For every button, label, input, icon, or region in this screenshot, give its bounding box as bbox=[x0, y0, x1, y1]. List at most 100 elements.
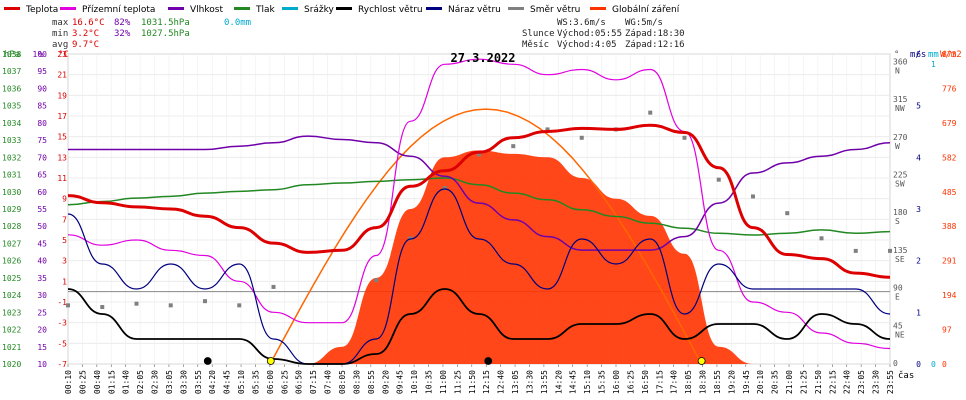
x-tick-label: 14:20 bbox=[554, 370, 563, 394]
axis-title-c: °C bbox=[58, 50, 69, 60]
tick-pct: 80 bbox=[37, 119, 47, 128]
tick-pct: 100 bbox=[33, 50, 48, 59]
tick-hpa: 1030 bbox=[2, 188, 21, 197]
x-tick-label: 23:05 bbox=[857, 370, 866, 394]
stat-max-temp: 16.6°C bbox=[72, 18, 105, 28]
legend-label: Náraz větru bbox=[448, 5, 501, 15]
tick-hpa: 1027 bbox=[2, 239, 21, 248]
point-wind-direction bbox=[408, 236, 413, 241]
tick-c: 3 bbox=[62, 257, 67, 266]
axis-title-deg: ° bbox=[894, 50, 899, 60]
tick-pct: 50 bbox=[37, 222, 47, 231]
tick-c: -1 bbox=[57, 298, 67, 307]
info-sun-label: Slunce bbox=[522, 29, 555, 39]
x-tick-label: 08:55 bbox=[367, 370, 376, 394]
tick-dir-name: W bbox=[895, 142, 900, 151]
x-tick-label: 15:35 bbox=[598, 370, 607, 394]
legend-label: Přízemní teplota bbox=[82, 5, 155, 15]
tick-hpa: 1024 bbox=[2, 291, 21, 300]
x-tick-label: 22:15 bbox=[828, 370, 837, 394]
tick-hpa: 1025 bbox=[2, 274, 21, 283]
tick-c: 5 bbox=[62, 236, 67, 245]
series-ground-temp bbox=[67, 58, 891, 350]
tick-hpa: 1020 bbox=[2, 360, 21, 369]
x-tick-label: 12:15 bbox=[482, 370, 491, 394]
tick-pct: 90 bbox=[37, 84, 47, 93]
series-radiation-max bbox=[269, 108, 703, 365]
x-tick-label: 06:00 bbox=[266, 370, 275, 394]
tick-c: 21 bbox=[57, 71, 67, 80]
x-tick-label: 16:25 bbox=[626, 370, 635, 394]
point-wind-direction bbox=[203, 299, 207, 304]
info-moon-label: Měsíc bbox=[522, 40, 549, 50]
x-tick-label: 08:30 bbox=[352, 370, 361, 394]
x-tick-label: 23:55 bbox=[886, 370, 895, 394]
tick-pct: 60 bbox=[37, 188, 47, 197]
stat-avg-temp: 9.7°C bbox=[72, 40, 99, 50]
x-tick-label: 13:55 bbox=[540, 370, 549, 394]
x-tick-label: 04:45 bbox=[223, 370, 232, 394]
x-tick-label: 11:00 bbox=[439, 370, 448, 394]
tick-dir-name: SE bbox=[895, 255, 905, 264]
legend-label: Globální záření bbox=[612, 5, 680, 15]
x-tick-label: 06:25 bbox=[280, 370, 289, 394]
stat-max-label: max bbox=[52, 18, 69, 28]
stat-avg-label: avg bbox=[52, 40, 68, 50]
tick-hpa: 1032 bbox=[2, 153, 21, 162]
tick-hpa: 1037 bbox=[2, 67, 21, 76]
x-tick-label: 06:50 bbox=[295, 370, 304, 394]
tick-hpa: 1031 bbox=[2, 171, 21, 180]
tick-dir-deg: 315 bbox=[893, 95, 908, 104]
x-tick-label: 05:10 bbox=[237, 370, 246, 394]
point-wind-direction bbox=[134, 301, 139, 306]
astro-info: WS:3.6m/s WG:5m/s Slunce Východ:05:55 Zá… bbox=[522, 18, 685, 50]
point-wind-direction bbox=[374, 278, 379, 283]
tick-ms: 0 bbox=[916, 360, 921, 369]
tick-c: -3 bbox=[57, 319, 67, 328]
x-tick-label: 13:05 bbox=[511, 370, 520, 394]
info-sun-rise: Východ:05:55 bbox=[557, 29, 622, 39]
x-tick-label: 09:45 bbox=[396, 370, 405, 394]
tick-hpa: 1023 bbox=[2, 308, 21, 317]
tick-dir-name: SW bbox=[895, 179, 905, 188]
info-ws: WS:3.6m/s bbox=[557, 18, 606, 28]
x-tick-label: 03:30 bbox=[179, 370, 188, 394]
tick-pct: 55 bbox=[37, 205, 47, 214]
tick-hpa: 1034 bbox=[2, 119, 21, 128]
legend-label: Srážky bbox=[304, 5, 335, 15]
stat-max-hum: 82% bbox=[114, 18, 131, 28]
tick-pct: 20 bbox=[37, 326, 47, 335]
x-tick-label: 00:25 bbox=[78, 370, 87, 394]
point-wind-direction bbox=[477, 152, 481, 157]
tick-wm: 873 bbox=[942, 50, 957, 59]
tick-c: 9 bbox=[62, 195, 67, 204]
tick-c: 11 bbox=[57, 174, 67, 183]
tick-dir-deg: 180 bbox=[893, 208, 908, 217]
x-tick-label: 16:50 bbox=[641, 370, 650, 394]
point-wind-direction bbox=[819, 236, 824, 241]
x-tick-label: 12:40 bbox=[497, 370, 506, 394]
series-global-radiation bbox=[68, 150, 890, 364]
tick-ms: 4 bbox=[916, 153, 921, 162]
x-tick-label: 21:25 bbox=[799, 370, 808, 394]
x-tick-label: 00:10 bbox=[64, 370, 73, 394]
tick-dir-deg: 90 bbox=[893, 284, 903, 293]
tick-c: 15 bbox=[57, 133, 67, 142]
axis-title-time: čas bbox=[898, 370, 914, 381]
info-wg: WG:5m/s bbox=[625, 18, 663, 28]
tick-hpa: 1021 bbox=[2, 343, 21, 352]
tick-dir-deg: 360 bbox=[893, 57, 908, 66]
tick-pct: 85 bbox=[37, 102, 47, 111]
legend-swatch bbox=[234, 7, 250, 10]
y-axes: 1038103710361035103410331032103110301029… bbox=[2, 50, 957, 369]
tick-ms: 3 bbox=[916, 205, 921, 214]
x-tick-label: 14:45 bbox=[569, 370, 578, 394]
info-moon-rise: Východ:4:05 bbox=[557, 40, 617, 50]
tick-c: -7 bbox=[57, 360, 67, 369]
x-tick-label: 21:50 bbox=[814, 370, 823, 394]
legend-swatch bbox=[426, 7, 442, 10]
point-wind-direction bbox=[716, 177, 721, 182]
tick-ms: 2 bbox=[916, 257, 921, 266]
legend-label: Rychlost větru bbox=[358, 5, 423, 15]
x-tick-label: 18:55 bbox=[713, 370, 722, 394]
